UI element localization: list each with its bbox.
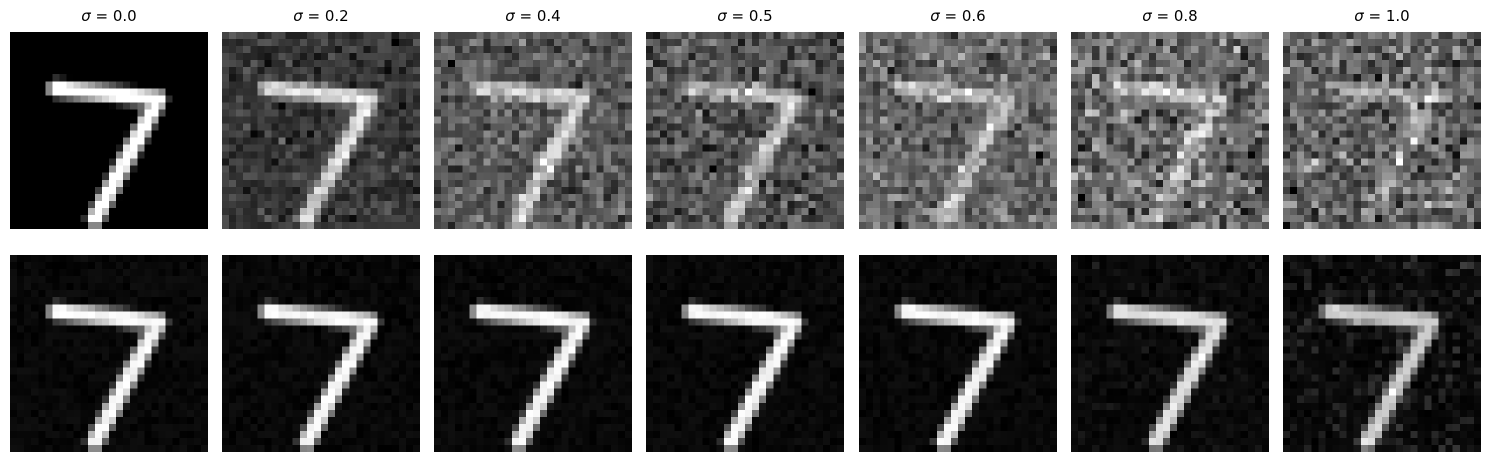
sigma-symbol: σ (293, 7, 303, 25)
column-title-sigma-0-8: σ = 0.8 (1071, 7, 1269, 25)
noisy-input-image-0 (10, 32, 208, 229)
denoised-digit-canvas (1283, 255, 1481, 452)
noisy-digit-canvas (434, 32, 632, 229)
denoised-digit-canvas (10, 255, 208, 452)
sigma-symbol: σ (81, 7, 91, 25)
column-title-sigma-0: σ = 0.0 (10, 7, 208, 25)
noisy-digit-canvas (859, 32, 1057, 229)
denoised-digit-canvas (1071, 255, 1269, 452)
column-title-sigma-1: σ = 1.0 (1283, 7, 1481, 25)
sigma-value-label: = 0.2 (302, 7, 349, 25)
noisy-input-image-6 (1283, 32, 1481, 229)
sigma-symbol: σ (717, 7, 727, 25)
reconstructed-image-1 (222, 255, 420, 452)
noisy-input-image-4 (859, 32, 1057, 229)
sigma-value-label: = 0.6 (939, 7, 986, 25)
denoised-digit-canvas (646, 255, 844, 452)
column-title-sigma-0-5: σ = 0.5 (646, 7, 844, 25)
noisy-input-image-3 (646, 32, 844, 229)
reconstructed-image-4 (859, 255, 1057, 452)
sigma-value-label: = 0.5 (726, 7, 773, 25)
noisy-digit-canvas (222, 32, 420, 229)
sigma-value-label: = 1.0 (1363, 7, 1410, 25)
sigma-symbol: σ (505, 7, 515, 25)
noisy-digit-canvas (10, 32, 208, 229)
column-title-sigma-0-2: σ = 0.2 (222, 7, 420, 25)
denoised-digit-canvas (222, 255, 420, 452)
noisy-input-image-2 (434, 32, 632, 229)
reconstructed-image-6 (1283, 255, 1481, 452)
sigma-value-label: = 0.0 (90, 7, 137, 25)
column-title-sigma-0-4: σ = 0.4 (434, 7, 632, 25)
sigma-symbol: σ (1142, 7, 1152, 25)
sigma-symbol: σ (930, 7, 940, 25)
noisy-digit-canvas (646, 32, 844, 229)
column-title-sigma-0-6: σ = 0.6 (859, 7, 1057, 25)
reconstructed-image-0 (10, 255, 208, 452)
noisy-input-image-1 (222, 32, 420, 229)
denoised-digit-canvas (859, 255, 1057, 452)
reconstructed-image-3 (646, 255, 844, 452)
reconstructed-image-2 (434, 255, 632, 452)
sigma-value-label: = 0.4 (514, 7, 561, 25)
denoised-digit-canvas (434, 255, 632, 452)
sigma-value-label: = 0.8 (1151, 7, 1198, 25)
reconstructed-image-5 (1071, 255, 1269, 452)
noisy-digit-canvas (1283, 32, 1481, 229)
noisy-digit-canvas (1071, 32, 1269, 229)
sigma-symbol: σ (1354, 7, 1364, 25)
noisy-input-image-5 (1071, 32, 1269, 229)
